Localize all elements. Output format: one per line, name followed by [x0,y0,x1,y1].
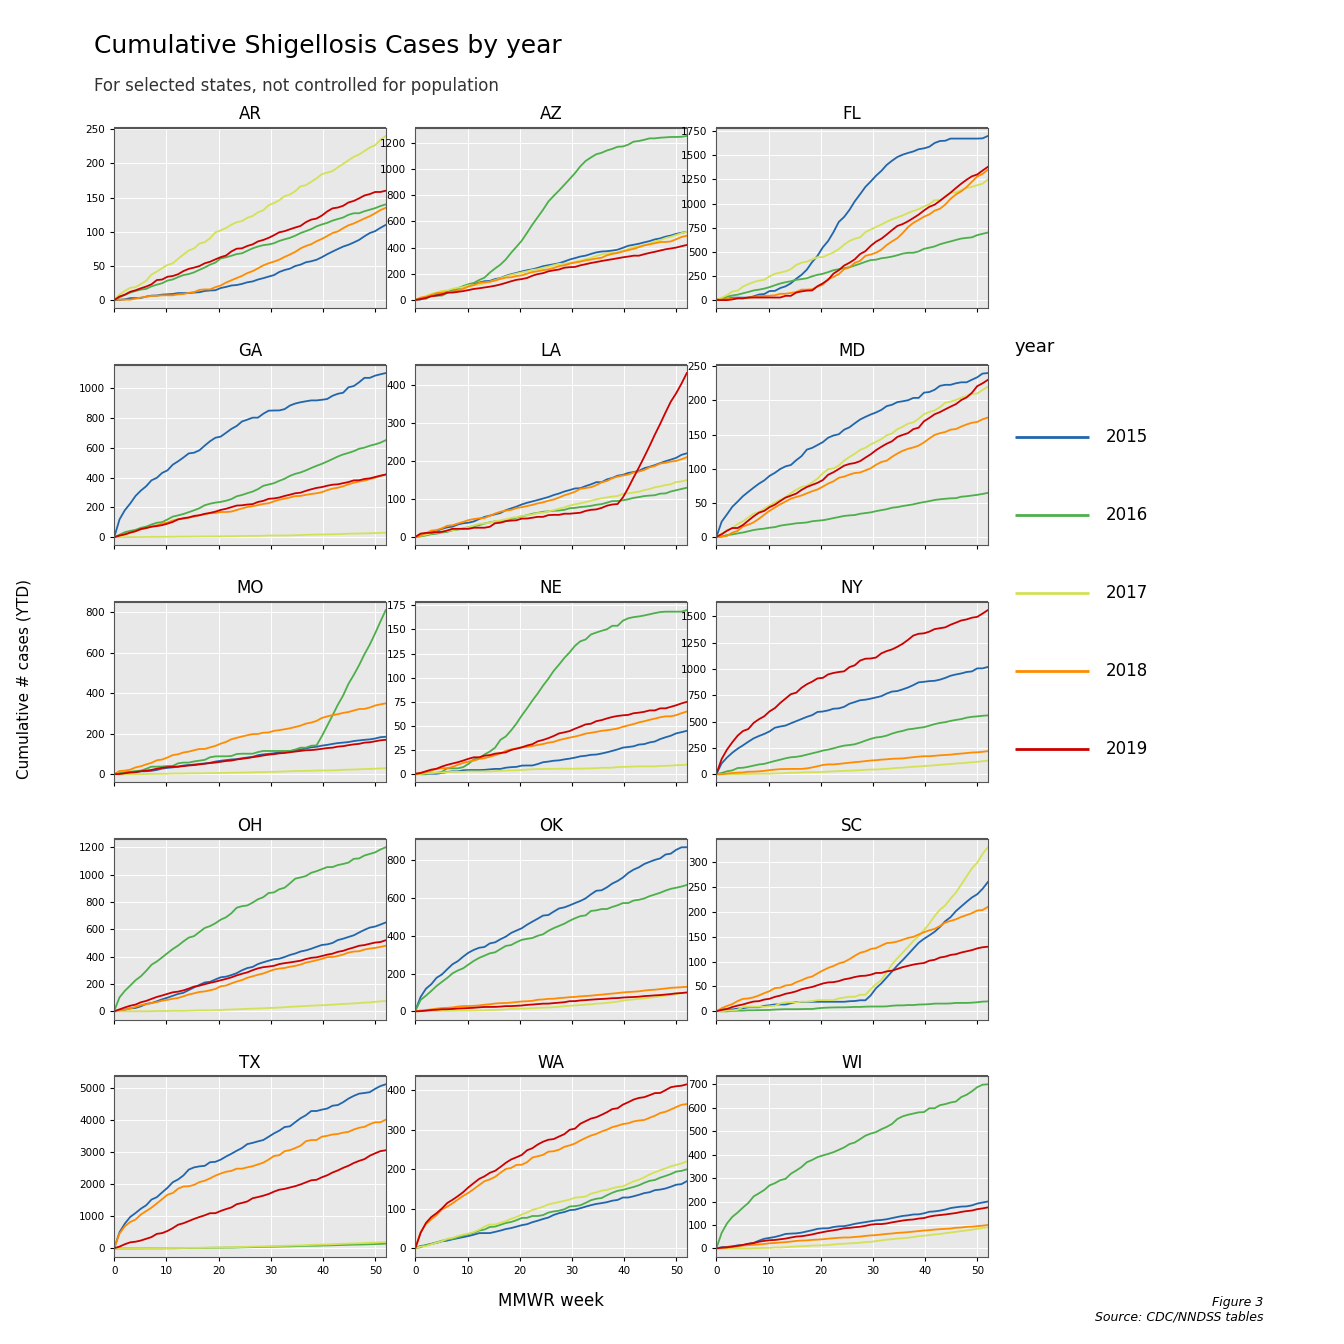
Text: For selected states, not controlled for population: For selected states, not controlled for … [94,77,499,94]
Text: WA: WA [538,1054,564,1071]
Text: OK: OK [539,817,563,835]
Text: GA: GA [238,343,262,360]
Text: 2018: 2018 [1106,661,1148,680]
Text: MMWR week: MMWR week [499,1293,603,1310]
Text: TX: TX [239,1054,261,1071]
Text: 2015: 2015 [1106,427,1148,446]
Text: Cumulative Shigellosis Cases by year: Cumulative Shigellosis Cases by year [94,34,562,58]
Text: NE: NE [539,579,563,598]
Text: AR: AR [238,105,262,124]
Text: WI: WI [841,1054,863,1071]
Text: OH: OH [238,817,262,835]
Text: 2016: 2016 [1106,505,1148,524]
Text: SC: SC [841,817,863,835]
Text: NY: NY [841,579,863,598]
Text: Cumulative # cases (YTD): Cumulative # cases (YTD) [16,579,31,778]
Text: 2019: 2019 [1106,739,1148,758]
Text: 2017: 2017 [1106,583,1148,602]
Text: FL: FL [843,105,862,124]
Text: LA: LA [540,343,562,360]
Text: Figure 3
Source: CDC/NNDSS tables: Figure 3 Source: CDC/NNDSS tables [1095,1296,1263,1324]
Text: AZ: AZ [540,105,562,124]
Text: year: year [1015,339,1055,356]
Text: MD: MD [839,343,866,360]
Text: MO: MO [237,579,263,598]
